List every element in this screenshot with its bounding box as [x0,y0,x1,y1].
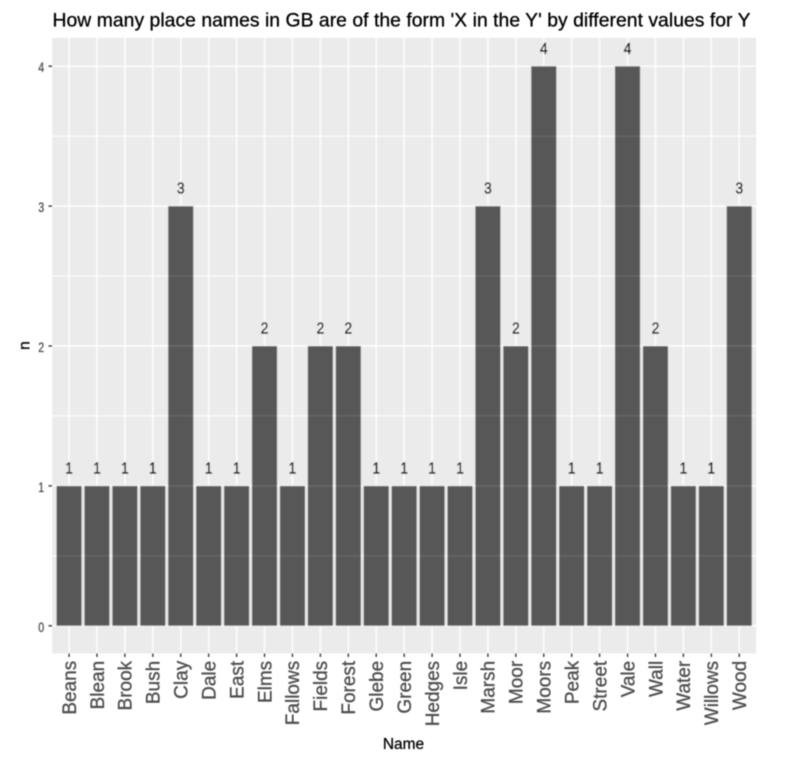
svg-text:2: 2 [652,321,660,338]
svg-text:1: 1 [149,461,157,478]
svg-text:n: n [16,341,33,350]
svg-text:4: 4 [38,60,44,76]
svg-text:Water: Water [674,660,695,711]
svg-text:1: 1 [428,461,436,478]
svg-text:1: 1 [205,461,213,478]
svg-text:1: 1 [65,461,73,478]
svg-text:0: 0 [38,619,44,635]
svg-text:Clay: Clay [172,660,193,699]
svg-text:Dale: Dale [199,661,220,700]
svg-text:1: 1 [680,461,688,478]
svg-text:2: 2 [38,340,44,356]
svg-text:2: 2 [317,321,325,338]
svg-text:Glebe: Glebe [367,661,388,712]
svg-text:Brook: Brook [116,660,137,710]
svg-text:Vale: Vale [618,661,639,698]
svg-text:1: 1 [456,461,464,478]
svg-text:Green: Green [395,661,416,714]
svg-text:3: 3 [177,181,185,198]
svg-text:Wood: Wood [730,661,751,710]
svg-text:Elms: Elms [255,661,276,703]
svg-text:4: 4 [540,41,548,58]
svg-text:Water: Water [674,660,695,711]
svg-text:Fallows: Fallows [283,661,304,725]
svg-text:3: 3 [38,200,44,216]
svg-text:Marsh: Marsh [479,661,500,714]
svg-text:0: 0 [38,619,44,635]
svg-text:Peak: Peak [563,660,584,704]
svg-text:1: 1 [596,461,604,478]
svg-text:3: 3 [38,200,44,216]
svg-text:1: 1 [708,461,716,478]
svg-text:Isle: Isle [451,661,472,691]
svg-text:East: East [227,660,248,699]
svg-text:Willows: Willows [702,661,723,725]
svg-text:Willows: Willows [702,661,723,725]
svg-text:3: 3 [484,181,492,198]
svg-text:Wall: Wall [646,661,667,697]
svg-text:Forest: Forest [339,660,360,715]
svg-text:1: 1 [93,461,101,478]
svg-text:Isle: Isle [451,661,472,691]
svg-text:2: 2 [38,340,44,356]
svg-text:1: 1 [121,461,129,478]
svg-text:1: 1 [38,480,44,496]
svg-text:1: 1 [233,461,241,478]
svg-text:Blean: Blean [88,661,109,710]
svg-text:Marsh: Marsh [479,661,500,714]
svg-text:1: 1 [568,461,576,478]
svg-text:Moors: Moors [535,661,556,714]
svg-text:Elms: Elms [255,661,276,703]
svg-text:Moor: Moor [507,660,528,704]
svg-text:4: 4 [624,41,632,58]
svg-text:Bush: Bush [144,661,165,704]
svg-text:Fields: Fields [311,661,332,712]
svg-text:2: 2 [261,321,269,338]
svg-text:Street: Street [590,660,611,711]
svg-text:n: n [16,341,33,350]
svg-text:2: 2 [512,321,520,338]
svg-text:1: 1 [38,480,44,496]
svg-text:East: East [227,660,248,699]
svg-text:Bush: Bush [144,661,165,704]
svg-text:Name: Name [383,736,424,753]
svg-text:Dale: Dale [199,661,220,700]
svg-text:Fallows: Fallows [283,661,304,725]
svg-text:Brook: Brook [116,660,137,710]
svg-text:2: 2 [345,321,353,338]
svg-text:How many place names in GB are: How many place names in GB are of the fo… [53,9,751,31]
svg-text:Hedges: Hedges [423,661,444,727]
svg-text:Fields: Fields [311,661,332,712]
svg-text:Hedges: Hedges [423,661,444,727]
svg-text:Moors: Moors [535,661,556,714]
svg-text:Green: Green [395,661,416,714]
svg-text:4: 4 [38,60,44,76]
svg-text:Vale: Vale [618,661,639,698]
svg-text:1: 1 [289,461,297,478]
svg-text:Street: Street [590,660,611,711]
svg-text:1: 1 [372,461,380,478]
svg-text:Clay: Clay [172,660,193,699]
svg-text:1: 1 [400,461,408,478]
svg-text:Glebe: Glebe [367,661,388,712]
svg-text:How many place names in GB are: How many place names in GB are of the fo… [53,9,751,31]
svg-text:3: 3 [735,181,743,198]
svg-text:Wood: Wood [730,661,751,710]
svg-text:Forest: Forest [339,660,360,715]
svg-text:Beans: Beans [60,661,81,715]
svg-text:Beans: Beans [60,661,81,715]
svg-text:Peak: Peak [563,660,584,704]
svg-text:Moor: Moor [507,660,528,704]
svg-text:Wall: Wall [646,661,667,697]
svg-text:Blean: Blean [88,661,109,710]
svg-text:Name: Name [383,736,424,753]
